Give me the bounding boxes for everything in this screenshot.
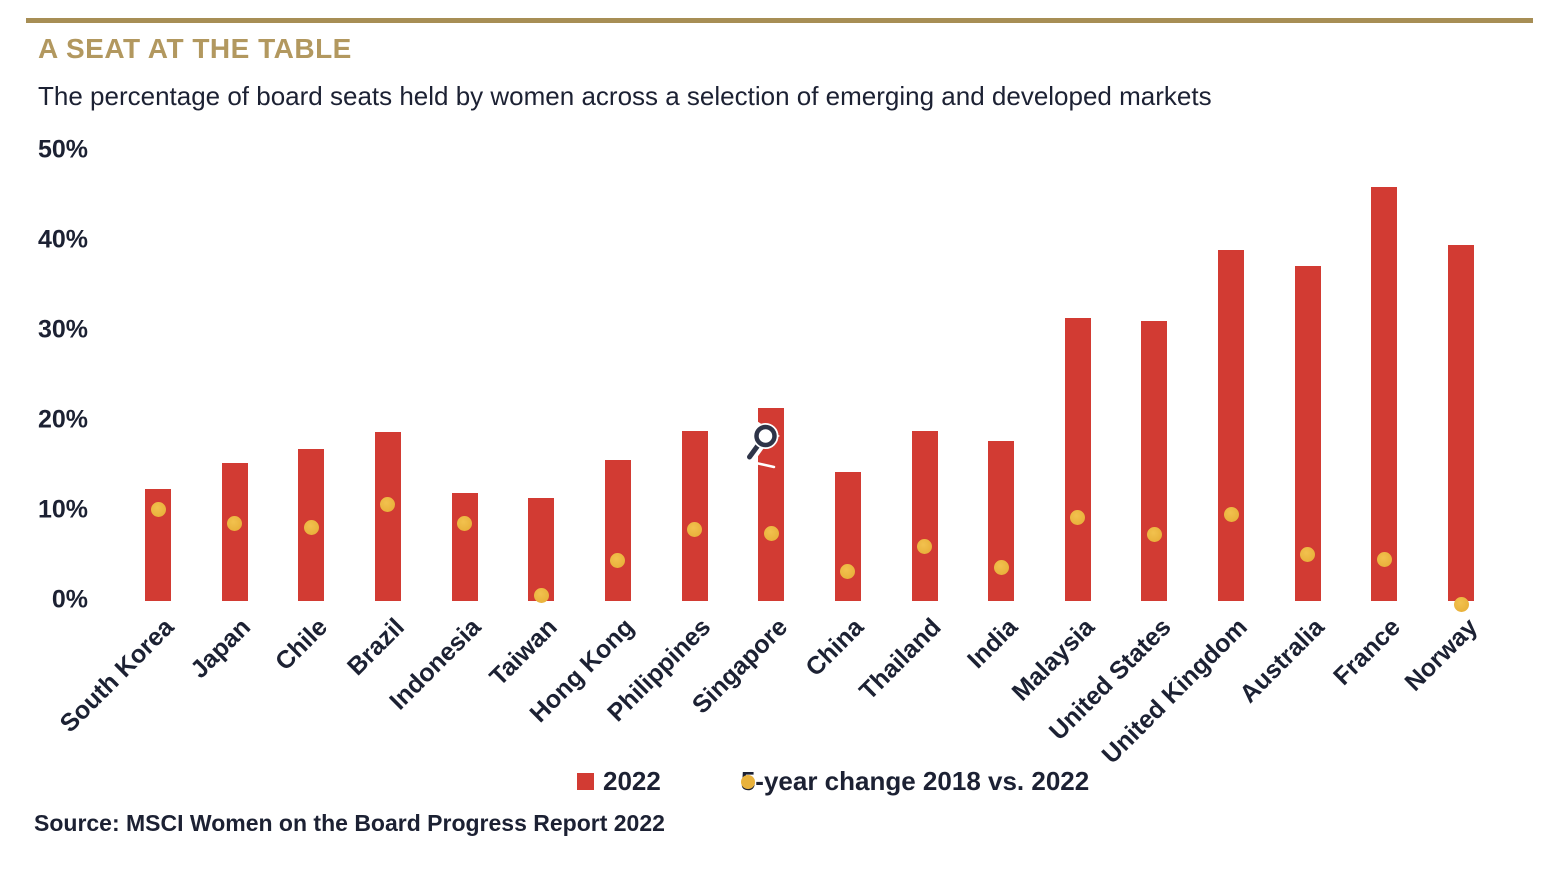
xlabel-india: India xyxy=(961,613,1023,675)
dot-thailand xyxy=(917,538,932,554)
bar-thailand xyxy=(911,430,938,601)
dot-united-states xyxy=(1146,526,1162,542)
ytick-30: 30% xyxy=(37,315,88,344)
bar-india xyxy=(988,440,1015,601)
bar-brazil xyxy=(374,431,401,601)
legend-label-5-year-change: 5-year change 2018 vs. 2022 xyxy=(740,766,1090,796)
dot-united-kingdom xyxy=(1223,507,1239,523)
dot-australia xyxy=(1300,546,1316,562)
ytick-40: 40% xyxy=(37,225,88,254)
dot-singapore xyxy=(763,526,779,541)
bar-taiwan xyxy=(528,497,555,601)
bar-norway xyxy=(1448,244,1475,601)
source-note: Source: MSCI Women on the Board Progress… xyxy=(34,810,665,836)
bar-united-kingdom xyxy=(1218,250,1245,601)
bar-united-states xyxy=(1141,321,1168,601)
ytick-20: 20% xyxy=(37,405,88,434)
xlabel-china: China xyxy=(800,613,870,682)
xlabel-thailand: Thailand xyxy=(853,613,947,706)
legend-item-5-year-change: 5-year change 2018 vs. 2022 xyxy=(740,766,1090,797)
bar-malaysia xyxy=(1064,317,1091,601)
dot-brazil xyxy=(380,497,396,513)
xlabel-france: France xyxy=(1328,613,1407,691)
ytick-0: 0% xyxy=(51,585,88,614)
bar-philippines xyxy=(681,430,708,601)
legend-label-2022: 2022 xyxy=(603,766,661,796)
dot-norway xyxy=(1453,597,1469,613)
dot-taiwan xyxy=(533,588,549,604)
bar-australia xyxy=(1294,266,1321,601)
chart-subtitle: The percentage of board seats held by wo… xyxy=(38,81,1212,111)
ytick-50: 50% xyxy=(37,135,88,164)
ytick-10: 10% xyxy=(37,495,88,524)
dot-chile xyxy=(303,519,319,535)
legend-dot-marker-icon xyxy=(740,774,755,789)
bar-indonesia xyxy=(451,493,478,601)
xlabel-norway: Norway xyxy=(1399,613,1483,697)
dot-philippines xyxy=(687,522,703,538)
dot-indonesia xyxy=(457,516,473,532)
gold-divider-rule xyxy=(26,18,1533,23)
xlabel-brazil: Brazil xyxy=(341,613,410,681)
dot-france xyxy=(1376,552,1392,568)
bar-hong-kong xyxy=(604,459,631,601)
dot-japan xyxy=(227,516,243,532)
dot-south-korea xyxy=(150,501,166,517)
chart-title: A SEAT AT THE TABLE xyxy=(38,33,352,64)
legend-item-2022: 2022 xyxy=(577,766,661,797)
xlabel-chile: Chile xyxy=(270,613,334,677)
bar-china xyxy=(834,472,861,601)
dot-hong-kong xyxy=(610,553,626,568)
zoom-cursor-icon xyxy=(747,416,780,469)
xlabel-japan: Japan xyxy=(185,613,257,684)
xlabel-south-korea: South Korea xyxy=(54,613,180,738)
dot-india xyxy=(993,560,1009,576)
xlabel-australia: Australia xyxy=(1234,613,1330,709)
bar-japan xyxy=(221,463,248,601)
dot-china xyxy=(840,563,856,579)
dot-malaysia xyxy=(1070,509,1086,525)
xlabel-united-kingdom: United Kingdom xyxy=(1096,613,1253,770)
bar-france xyxy=(1371,187,1398,601)
legend-square-marker-icon xyxy=(577,773,594,790)
chart-legend: 2022 5-year change 2018 vs. 2022 xyxy=(577,766,1089,797)
